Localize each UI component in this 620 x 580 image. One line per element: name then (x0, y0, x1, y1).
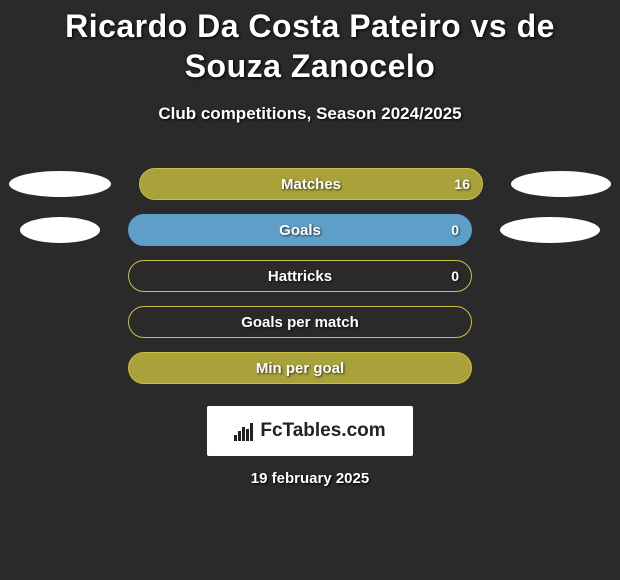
stat-bar: Matches 16 (139, 168, 483, 200)
stat-bar: Hattricks 0 (128, 260, 472, 292)
fctables-logo: FcTables.com (207, 406, 413, 456)
stats-container: Matches 16 Goals 0 Hattricks 0 Goals per match… (0, 168, 620, 384)
stat-row: Hattricks 0 (0, 260, 620, 292)
stat-bar: Min per goal (128, 352, 472, 384)
stat-value-right: 16 (454, 176, 470, 192)
stat-bar: Goals per match (128, 306, 472, 338)
stat-row: Goals per match (0, 306, 620, 338)
player-right-stat-ellipse (511, 171, 611, 197)
stat-row: Min per goal (0, 352, 620, 384)
stat-row: Matches 16 (0, 168, 620, 200)
stat-value-right: 0 (451, 222, 459, 238)
footer-date: 19 february 2025 (0, 470, 620, 487)
bar-chart-icon (234, 421, 256, 441)
stat-value-right: 0 (451, 268, 459, 284)
stat-label: Matches (281, 176, 341, 193)
player-left-stat-ellipse (20, 217, 100, 243)
stat-bar: Goals 0 (128, 214, 472, 246)
stat-row: Goals 0 (0, 214, 620, 246)
logo-text: FcTables.com (260, 420, 385, 442)
stat-label: Goals per match (241, 314, 359, 331)
stat-label: Min per goal (256, 360, 344, 377)
comparison-title: Ricardo Da Costa Pateiro vs de Souza Zan… (0, 6, 620, 86)
player-left-stat-ellipse (9, 171, 111, 197)
stat-label: Goals (279, 222, 321, 239)
stat-label: Hattricks (268, 268, 332, 285)
player-right-stat-ellipse (500, 217, 600, 243)
comparison-subtitle: Club competitions, Season 2024/2025 (0, 104, 620, 124)
